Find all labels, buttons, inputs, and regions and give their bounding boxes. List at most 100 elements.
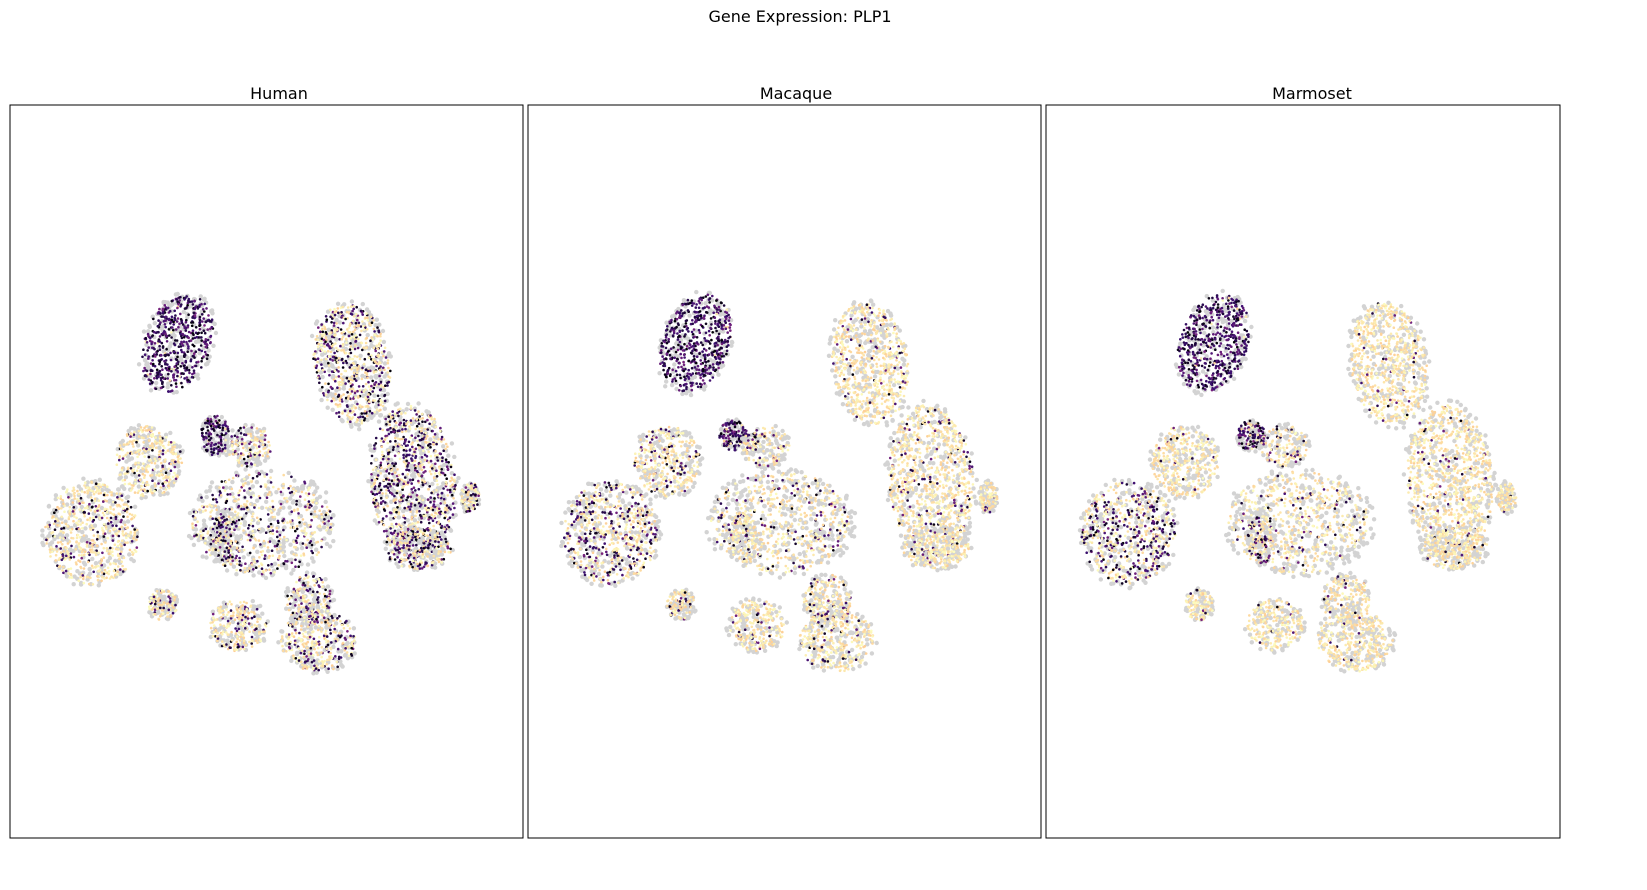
cell-point — [403, 476, 407, 479]
unexpressed-point — [185, 315, 190, 320]
cell-point — [337, 366, 340, 369]
cell-point — [351, 309, 354, 313]
cell-point — [119, 543, 122, 546]
cell-point — [230, 487, 234, 491]
cell-point — [443, 530, 447, 534]
cell-point — [371, 492, 375, 496]
cell-point — [203, 445, 206, 448]
cell-point — [93, 499, 97, 503]
cell-point — [114, 501, 117, 504]
cell-point — [385, 470, 388, 473]
cell-point — [294, 489, 298, 493]
cell-point — [409, 495, 413, 499]
cell-point — [349, 345, 353, 348]
cell-point — [76, 497, 79, 501]
cell-point — [155, 331, 159, 334]
cell-point — [54, 508, 58, 512]
cell-point — [360, 341, 364, 345]
cell-point — [242, 484, 245, 487]
cell-point — [169, 441, 173, 444]
cell-point — [130, 540, 134, 543]
cell-point — [177, 458, 180, 461]
cell-point — [393, 454, 397, 458]
cell-point — [384, 384, 387, 388]
cell-point — [201, 533, 204, 537]
cell-point — [122, 515, 125, 518]
cell-point — [145, 369, 149, 373]
cell-point — [374, 349, 378, 353]
cell-point — [194, 364, 198, 368]
cell-point — [151, 491, 154, 495]
unexpressed-point — [207, 488, 212, 493]
cell-point — [133, 491, 137, 494]
cell-point — [65, 546, 68, 550]
unexpressed-point — [174, 389, 179, 395]
cell-point — [370, 321, 374, 325]
cell-point — [172, 323, 175, 326]
cell-point — [302, 581, 305, 585]
cell-point — [394, 439, 397, 443]
cell-point — [109, 546, 112, 550]
cell-point — [235, 558, 238, 562]
cell-point — [118, 497, 122, 501]
cell-point — [80, 490, 84, 493]
cell-point — [75, 540, 78, 543]
cell-point — [279, 547, 282, 550]
cell-point — [309, 512, 313, 516]
cell-point — [105, 547, 109, 550]
cell-point — [160, 461, 163, 465]
cell-point — [75, 563, 78, 566]
cell-point — [102, 500, 105, 503]
cell-point — [329, 315, 332, 319]
unexpressed-point — [41, 542, 46, 548]
cell-point — [409, 502, 413, 506]
cell-point — [426, 418, 429, 422]
cell-point — [440, 468, 444, 471]
cell-point — [329, 340, 332, 343]
cell-point — [374, 505, 377, 509]
cell-point — [97, 504, 101, 507]
cell-point — [200, 302, 203, 306]
cell-point — [207, 438, 211, 442]
cell-point — [370, 485, 373, 488]
cell-point — [365, 336, 369, 340]
cell-point — [83, 491, 86, 494]
cell-point — [66, 551, 70, 554]
cell-point — [417, 479, 420, 483]
cell-point — [235, 568, 238, 572]
cell-point — [117, 530, 121, 533]
cell-point — [393, 498, 396, 502]
cell-point — [357, 337, 360, 341]
cell-point — [77, 492, 80, 496]
cell-point — [388, 423, 392, 427]
cell-point — [90, 524, 94, 527]
cell-point — [88, 502, 91, 506]
cell-point — [88, 518, 92, 522]
cell-point — [76, 533, 80, 537]
cell-point — [323, 606, 327, 609]
cell-point — [254, 566, 258, 569]
unexpressed-point — [250, 484, 255, 489]
cell-point — [163, 460, 166, 463]
cell-point — [312, 575, 315, 578]
cell-point — [422, 471, 425, 474]
cell-point — [186, 350, 189, 354]
cell-point — [433, 421, 436, 424]
cell-point — [253, 506, 256, 509]
cell-point — [131, 524, 134, 528]
cell-point — [372, 346, 376, 350]
cell-point — [130, 452, 134, 456]
cell-point — [347, 397, 350, 400]
cell-point — [379, 399, 383, 402]
cell-point — [407, 502, 410, 506]
cell-point — [380, 466, 383, 470]
cell-point — [235, 474, 238, 477]
cell-point — [56, 519, 60, 522]
cell-point — [360, 421, 364, 425]
cell-point — [385, 488, 388, 492]
unexpressed-point — [81, 476, 86, 481]
cell-point — [146, 332, 150, 336]
cell-point — [356, 389, 359, 393]
cell-point — [297, 594, 301, 598]
cell-point — [202, 317, 205, 320]
